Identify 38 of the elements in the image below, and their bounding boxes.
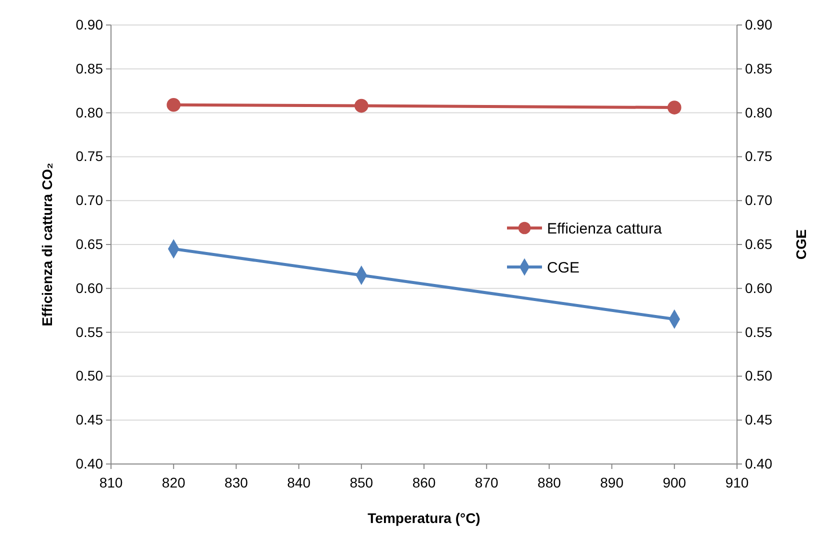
legend-label: Efficienza cattura	[547, 220, 662, 238]
x-tick-label: 850	[350, 474, 374, 490]
x-axis-title: Temperatura (°C)	[368, 510, 480, 526]
y2-tick-label: 0.90	[745, 16, 772, 32]
y-tick-label: 0.65	[76, 236, 104, 252]
y2-tick-label: 0.85	[745, 60, 772, 76]
x-tick-label: 830	[224, 474, 248, 490]
y-tick-label: 0.80	[76, 104, 104, 120]
y-tick-label: 0.85	[76, 60, 104, 76]
y2-tick-label: 0.50	[745, 368, 772, 384]
y-tick-label: 0.40	[76, 455, 104, 472]
y2-tick-label: 0.55	[745, 324, 772, 340]
y-tick-label: 0.55	[76, 324, 104, 340]
y2-tick-label: 0.65	[745, 236, 772, 252]
x-tick-label: 890	[600, 474, 624, 490]
y-tick-label: 0.60	[76, 280, 104, 296]
x-tick-label: 910	[725, 474, 749, 490]
y-tick-label: 0.45	[76, 412, 104, 428]
y-tick-label: 0.75	[76, 148, 104, 164]
legend-label: CGE	[547, 259, 580, 276]
x-tick-label: 820	[162, 474, 186, 490]
y2-tick-label: 0.45	[745, 412, 772, 428]
x-tick-label: 900	[662, 474, 686, 490]
x-tick-label: 860	[412, 474, 436, 490]
y2-tick-label: 0.60	[745, 280, 772, 296]
y-tick-label: 0.90	[76, 16, 104, 32]
y-tick-label: 0.70	[76, 192, 104, 208]
x-tick-label: 810	[99, 474, 123, 490]
y2-tick-label: 0.40	[745, 455, 772, 472]
y-axis-title: Efficienza di cattura CO₂	[39, 162, 55, 326]
y2-axis-title: CGE	[793, 229, 809, 260]
y2-tick-label: 0.70	[745, 192, 772, 208]
y2-tick-label: 0.80	[745, 104, 772, 120]
x-tick-label: 880	[538, 474, 562, 490]
x-tick-label: 840	[287, 474, 311, 490]
y2-tick-label: 0.75	[745, 148, 772, 164]
y-tick-label: 0.50	[76, 368, 104, 384]
x-tick-label: 870	[474, 474, 498, 490]
